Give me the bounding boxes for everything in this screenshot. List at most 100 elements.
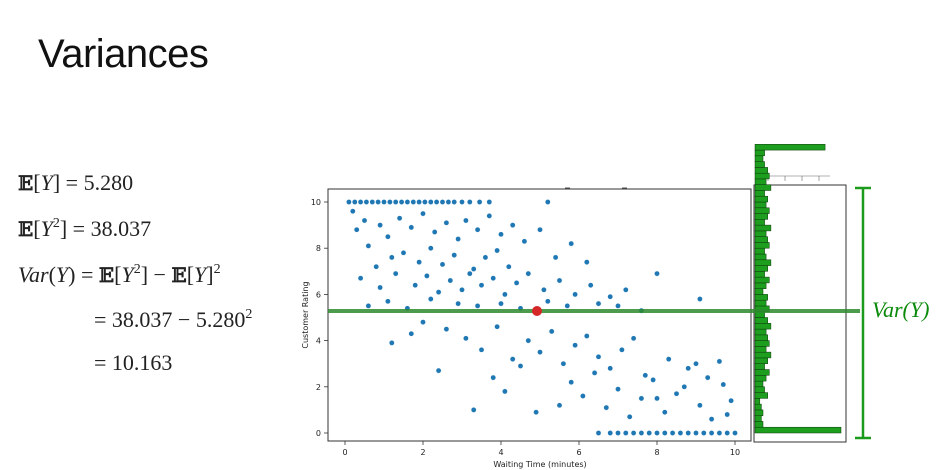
data-point xyxy=(572,342,578,349)
data-point xyxy=(392,270,399,277)
data-point xyxy=(607,365,614,372)
data-point xyxy=(584,259,590,265)
data-point xyxy=(427,245,434,251)
histogram-bar xyxy=(754,236,768,243)
data-point xyxy=(375,199,381,205)
data-point xyxy=(478,282,485,289)
data-point xyxy=(607,293,614,300)
data-point xyxy=(537,226,543,233)
histogram-bar xyxy=(754,294,768,301)
histogram-bar xyxy=(754,363,765,370)
data-point xyxy=(572,291,578,298)
histogram-bar xyxy=(754,317,768,324)
data-point xyxy=(545,298,551,305)
histogram-bar xyxy=(754,253,767,261)
histogram-bar xyxy=(754,346,767,353)
data-point xyxy=(654,430,660,436)
data-point xyxy=(476,199,483,205)
histogram-bar xyxy=(754,403,762,411)
data-point xyxy=(433,199,440,205)
data-point xyxy=(502,388,508,395)
data-point xyxy=(478,346,485,353)
data-point xyxy=(560,360,567,367)
data-point xyxy=(568,240,575,247)
ey2-value: 38.037 xyxy=(90,216,152,241)
data-point xyxy=(400,249,407,256)
axis-ticks: 0 2 4 6 8 10 0 2 4 6 8 10 xyxy=(311,198,740,457)
histogram-bar xyxy=(754,213,768,220)
data-point xyxy=(388,254,395,261)
slide-title: Variances xyxy=(38,32,209,76)
data-point xyxy=(466,270,473,277)
data-point xyxy=(697,402,703,409)
histogram-bar xyxy=(754,207,770,214)
data-point xyxy=(509,356,516,362)
histogram-frame xyxy=(753,175,847,443)
data-point xyxy=(377,284,383,291)
data-point xyxy=(669,430,676,436)
histogram-bar xyxy=(754,167,768,174)
histogram-bar xyxy=(754,409,764,416)
data-point xyxy=(642,372,649,379)
data-point xyxy=(351,199,358,205)
data-point xyxy=(595,353,602,360)
data-point xyxy=(505,263,512,270)
equation-variance-substitution: = 38.037 − 5.2802 xyxy=(94,307,253,332)
data-point xyxy=(623,286,629,293)
data-point xyxy=(490,275,497,282)
variance-bracket xyxy=(855,186,871,440)
data-point xyxy=(451,252,458,258)
data-point xyxy=(654,395,660,402)
data-point xyxy=(385,298,391,305)
histogram-bar xyxy=(754,392,768,399)
data-point xyxy=(654,270,660,277)
data-point xyxy=(482,254,489,261)
data-point xyxy=(638,430,645,436)
data-point xyxy=(541,286,547,293)
x-tick-label: 8 xyxy=(654,448,659,457)
data-point xyxy=(509,222,516,228)
data-point xyxy=(365,303,372,309)
data-point xyxy=(486,213,493,219)
histogram-bar xyxy=(754,328,767,336)
histogram-bar xyxy=(754,421,764,428)
data-points xyxy=(346,199,738,436)
data-point xyxy=(564,303,571,309)
histogram-bar xyxy=(754,288,764,295)
data-point xyxy=(693,360,699,367)
data-point xyxy=(517,363,524,369)
data-point xyxy=(486,199,493,205)
data-point xyxy=(398,199,405,205)
data-point xyxy=(716,358,723,365)
data-point xyxy=(422,199,428,205)
data-point xyxy=(584,333,590,339)
data-point xyxy=(677,430,684,436)
histogram-bar xyxy=(754,380,764,388)
histogram-bars xyxy=(754,144,842,434)
data-point xyxy=(365,243,372,249)
data-point xyxy=(626,413,633,420)
histogram-bar xyxy=(754,323,772,330)
data-point xyxy=(552,254,559,261)
histogram-bar xyxy=(754,351,772,359)
data-point xyxy=(665,356,672,362)
histogram-bar xyxy=(754,282,767,289)
data-point xyxy=(638,395,645,402)
data-point xyxy=(363,199,370,205)
data-point xyxy=(412,282,419,289)
histogram-bar xyxy=(754,242,770,249)
data-point xyxy=(455,300,461,307)
plot-frame xyxy=(327,187,752,442)
y-axis-label: Customer Rating xyxy=(301,281,310,348)
data-point xyxy=(630,335,637,342)
data-point xyxy=(420,210,426,217)
data-point xyxy=(443,326,450,332)
data-point xyxy=(650,377,656,383)
data-point xyxy=(420,319,426,325)
data-point xyxy=(646,430,653,436)
data-point xyxy=(720,381,727,388)
data-point xyxy=(619,346,625,353)
histogram-bar xyxy=(754,271,765,278)
data-point xyxy=(381,199,387,205)
equation-variance-definition: Var(Y) = 𝔼[Y2] − 𝔼[Y]2 xyxy=(18,262,221,287)
